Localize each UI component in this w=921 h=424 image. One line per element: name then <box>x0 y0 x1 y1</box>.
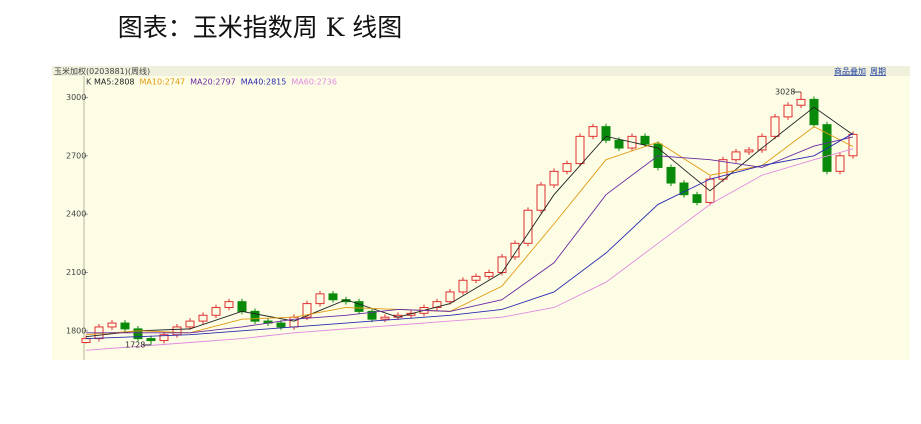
legend-entry: MA10:2747 <box>140 78 186 87</box>
candle-body <box>510 242 520 258</box>
candle-body <box>484 271 494 277</box>
candle-body <box>354 301 364 312</box>
legend-entry: MA40:2815 <box>241 78 287 87</box>
candle-body <box>744 149 754 153</box>
y-tick-label: 2400 <box>66 210 86 219</box>
candle-body <box>237 301 247 312</box>
candle-body <box>562 163 572 172</box>
candle-body <box>432 301 442 308</box>
candle-body <box>497 256 507 273</box>
header-bar <box>52 66 910 76</box>
candle-body <box>198 314 208 322</box>
candle-body <box>328 293 338 301</box>
candle-body <box>380 316 390 320</box>
candle-body <box>549 170 559 186</box>
chart-background <box>52 66 910 360</box>
candle-body <box>796 98 806 106</box>
candle-body <box>120 322 130 330</box>
y-tick-label: 1800 <box>66 326 86 335</box>
toolbar-button[interactable]: 商品叠加 <box>834 66 866 76</box>
candle-body <box>133 328 143 340</box>
y-tick-label: 2700 <box>66 151 86 160</box>
y-tick-label: 2100 <box>66 268 86 277</box>
candle-body <box>679 182 689 196</box>
candle-body <box>757 135 767 151</box>
candle-body <box>302 303 312 318</box>
candle-body <box>835 155 845 172</box>
candle-body <box>315 293 325 305</box>
candle-body <box>601 126 611 141</box>
candle-body <box>458 279 468 293</box>
candle-body <box>614 139 624 149</box>
candle-body <box>718 159 728 180</box>
toolbar-button[interactable]: 周期 <box>870 67 886 76</box>
ma-line <box>85 106 854 338</box>
candle-body <box>783 104 793 118</box>
candle-body <box>276 322 286 328</box>
candle-body <box>692 194 702 203</box>
candle-body <box>575 135 585 165</box>
document-title: 图表：玉米指数周 K 线图 <box>117 13 403 42</box>
candle-body <box>211 306 221 316</box>
candle-body <box>640 135 650 145</box>
ma-line <box>85 133 854 340</box>
chart-header: 玉米加权(0203881)(周线) <box>54 66 150 76</box>
candle-body <box>731 151 741 161</box>
legend-entry: MA20:2797 <box>190 78 236 87</box>
legend-entry: MA5:2808 <box>94 78 135 87</box>
candle-body <box>367 310 377 320</box>
legend-label: K <box>86 78 92 87</box>
ma-line <box>85 126 854 336</box>
candle-body <box>224 301 234 308</box>
candle-body <box>81 338 91 343</box>
candle-body <box>536 184 546 211</box>
ma-line <box>86 136 854 334</box>
candle-body <box>471 275 481 281</box>
candle-body <box>588 126 598 137</box>
candle-body <box>185 320 195 328</box>
candle-body <box>666 166 676 184</box>
candle-body <box>250 310 260 322</box>
candle-body <box>445 291 455 303</box>
annotation: 1728 <box>125 340 145 349</box>
candle-body <box>172 326 182 336</box>
ma-line <box>85 148 854 351</box>
candle-body <box>159 334 169 342</box>
candle-body <box>146 338 156 342</box>
candle-body <box>406 312 416 316</box>
annotation: 3028 <box>775 88 795 97</box>
legend-entry: MA60:2736 <box>291 78 337 87</box>
candle-body <box>770 116 780 137</box>
candle-body <box>523 209 533 244</box>
candle-body <box>809 98 819 126</box>
candle-body <box>107 322 117 328</box>
y-tick-label: 3000 <box>66 93 86 102</box>
